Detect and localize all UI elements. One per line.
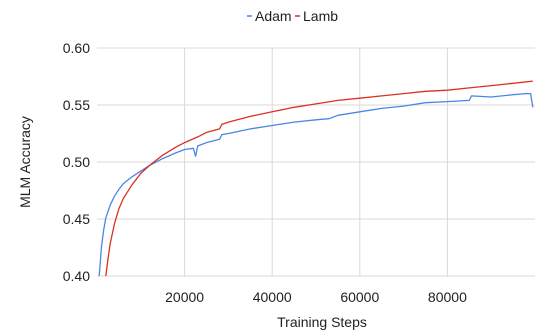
y-tick-label: 0.40	[63, 268, 90, 284]
legend: Adam Lamb	[247, 8, 338, 24]
x-tick-label: 60000	[340, 289, 379, 305]
legend-label-lamb: Lamb	[303, 8, 338, 24]
y-tick-labels: 0.40 0.45 0.50 0.55 0.60	[63, 40, 90, 284]
y-tick-label: 0.55	[63, 97, 90, 113]
legend-label-adam: Adam	[255, 8, 292, 24]
x-tick-label: 20000	[165, 289, 204, 305]
y-axis-title: MLM Accuracy	[17, 116, 33, 208]
series-line-lamb	[105, 80, 533, 277]
x-axis-title: Training Steps	[277, 314, 367, 330]
x-tick-label: 80000	[428, 289, 467, 305]
x-tick-label: 40000	[253, 289, 292, 305]
y-tick-label: 0.50	[63, 154, 90, 170]
y-tick-label: 0.45	[63, 211, 90, 227]
series-line-adam	[98, 92, 534, 277]
x-tick-labels: 20000 40000 60000 80000	[165, 289, 467, 305]
y-tick-label: 0.60	[63, 40, 90, 56]
series-lines	[98, 80, 534, 277]
grid	[97, 47, 535, 277]
